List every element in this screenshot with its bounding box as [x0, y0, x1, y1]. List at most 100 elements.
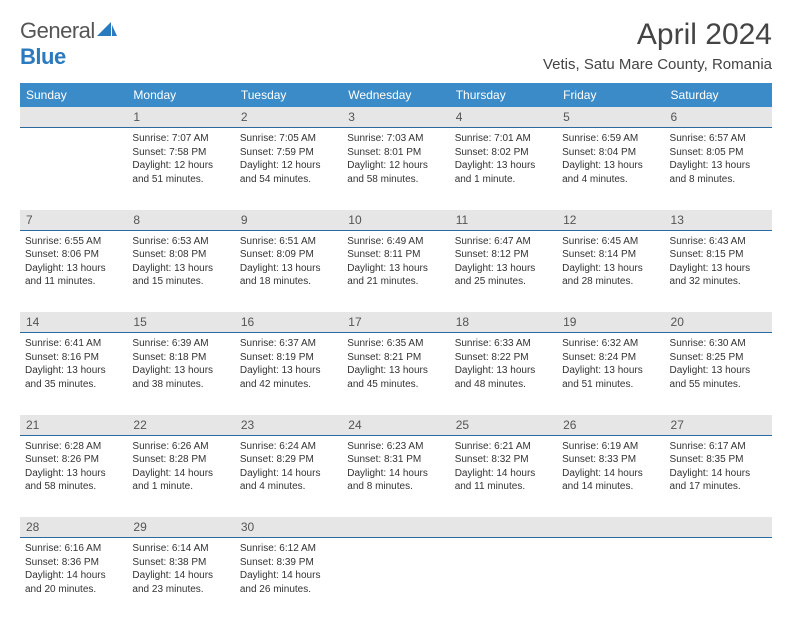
sunrise: Sunrise: 6:43 AM: [670, 235, 767, 249]
sunrise: Sunrise: 6:35 AM: [347, 337, 444, 351]
day-number: 3: [342, 107, 449, 128]
sunset: Sunset: 8:11 PM: [347, 248, 444, 262]
day-number: 26: [557, 415, 664, 436]
daylight: Daylight: 13 hours and 51 minutes.: [562, 364, 659, 391]
day-number: 13: [665, 210, 772, 231]
day-cell: Sunrise: 6:39 AMSunset: 8:18 PMDaylight:…: [127, 333, 234, 415]
sunrise: Sunrise: 6:17 AM: [670, 440, 767, 454]
daylight: Daylight: 14 hours and 1 minute.: [132, 467, 229, 494]
sunset: Sunset: 8:05 PM: [670, 146, 767, 160]
day-number: 6: [665, 107, 772, 128]
day-number: 25: [450, 415, 557, 436]
day-number: 19: [557, 312, 664, 333]
daylight: Daylight: 14 hours and 4 minutes.: [240, 467, 337, 494]
day-cell: [450, 538, 557, 620]
daylight: Daylight: 13 hours and 8 minutes.: [670, 159, 767, 186]
header: General Blue April 2024 Vetis, Satu Mare…: [20, 18, 772, 73]
day-number: 17: [342, 312, 449, 333]
daylight: Daylight: 14 hours and 8 minutes.: [347, 467, 444, 494]
daylight: Daylight: 13 hours and 1 minute.: [455, 159, 552, 186]
daylight: Daylight: 13 hours and 48 minutes.: [455, 364, 552, 391]
sunset: Sunset: 8:19 PM: [240, 351, 337, 365]
day-cell: Sunrise: 6:57 AMSunset: 8:05 PMDaylight:…: [665, 128, 772, 210]
day-cell: Sunrise: 6:19 AMSunset: 8:33 PMDaylight:…: [557, 435, 664, 517]
daylight: Daylight: 13 hours and 35 minutes.: [25, 364, 122, 391]
day-cell: Sunrise: 6:33 AMSunset: 8:22 PMDaylight:…: [450, 333, 557, 415]
daylight: Daylight: 13 hours and 32 minutes.: [670, 262, 767, 289]
day-cell: Sunrise: 7:07 AMSunset: 7:58 PMDaylight:…: [127, 128, 234, 210]
sunrise: Sunrise: 6:19 AM: [562, 440, 659, 454]
day-cell: Sunrise: 6:55 AMSunset: 8:06 PMDaylight:…: [20, 230, 127, 312]
sunrise: Sunrise: 6:59 AM: [562, 132, 659, 146]
sunset: Sunset: 8:01 PM: [347, 146, 444, 160]
logo-word1: General: [20, 18, 95, 43]
daynum-row: 282930: [20, 517, 772, 538]
sunrise: Sunrise: 6:53 AM: [132, 235, 229, 249]
daylight: Daylight: 14 hours and 20 minutes.: [25, 569, 122, 596]
daylight: Daylight: 13 hours and 15 minutes.: [132, 262, 229, 289]
sunrise: Sunrise: 6:47 AM: [455, 235, 552, 249]
day-cell: Sunrise: 6:17 AMSunset: 8:35 PMDaylight:…: [665, 435, 772, 517]
calendar-table: Sunday Monday Tuesday Wednesday Thursday…: [20, 83, 772, 620]
logo-text: General Blue: [20, 18, 117, 70]
day-number: 20: [665, 312, 772, 333]
day-cell: Sunrise: 6:59 AMSunset: 8:04 PMDaylight:…: [557, 128, 664, 210]
day-number: 5: [557, 107, 664, 128]
week-row: Sunrise: 6:55 AMSunset: 8:06 PMDaylight:…: [20, 230, 772, 312]
daynum-row: 123456: [20, 107, 772, 128]
dow-sat: Saturday: [665, 83, 772, 107]
sunset: Sunset: 8:08 PM: [132, 248, 229, 262]
daylight: Daylight: 13 hours and 4 minutes.: [562, 159, 659, 186]
logo-word2: Blue: [20, 44, 66, 69]
sail-icon: [97, 18, 117, 44]
day-number: 10: [342, 210, 449, 231]
day-cell: Sunrise: 6:21 AMSunset: 8:32 PMDaylight:…: [450, 435, 557, 517]
dow-wed: Wednesday: [342, 83, 449, 107]
sunset: Sunset: 8:06 PM: [25, 248, 122, 262]
daylight: Daylight: 14 hours and 26 minutes.: [240, 569, 337, 596]
sunrise: Sunrise: 6:21 AM: [455, 440, 552, 454]
daylight: Daylight: 13 hours and 45 minutes.: [347, 364, 444, 391]
dow-tue: Tuesday: [235, 83, 342, 107]
sunrise: Sunrise: 6:32 AM: [562, 337, 659, 351]
day-number: 29: [127, 517, 234, 538]
daylight: Daylight: 14 hours and 23 minutes.: [132, 569, 229, 596]
day-cell: Sunrise: 7:05 AMSunset: 7:59 PMDaylight:…: [235, 128, 342, 210]
sunset: Sunset: 8:31 PM: [347, 453, 444, 467]
day-number: 15: [127, 312, 234, 333]
sunrise: Sunrise: 7:05 AM: [240, 132, 337, 146]
sunrise: Sunrise: 6:26 AM: [132, 440, 229, 454]
sunset: Sunset: 8:18 PM: [132, 351, 229, 365]
week-row: Sunrise: 7:07 AMSunset: 7:58 PMDaylight:…: [20, 128, 772, 210]
title-block: April 2024 Vetis, Satu Mare County, Roma…: [543, 18, 772, 73]
sunset: Sunset: 8:25 PM: [670, 351, 767, 365]
sunrise: Sunrise: 6:57 AM: [670, 132, 767, 146]
day-cell: [20, 128, 127, 210]
sunset: Sunset: 8:24 PM: [562, 351, 659, 365]
sunset: Sunset: 8:21 PM: [347, 351, 444, 365]
sunset: Sunset: 8:32 PM: [455, 453, 552, 467]
day-number: 23: [235, 415, 342, 436]
day-cell: Sunrise: 6:41 AMSunset: 8:16 PMDaylight:…: [20, 333, 127, 415]
day-number: 27: [665, 415, 772, 436]
daylight: Daylight: 13 hours and 11 minutes.: [25, 262, 122, 289]
daylight: Daylight: 14 hours and 11 minutes.: [455, 467, 552, 494]
sunset: Sunset: 8:12 PM: [455, 248, 552, 262]
day-cell: Sunrise: 6:51 AMSunset: 8:09 PMDaylight:…: [235, 230, 342, 312]
daylight: Daylight: 14 hours and 17 minutes.: [670, 467, 767, 494]
daylight: Daylight: 13 hours and 28 minutes.: [562, 262, 659, 289]
sunrise: Sunrise: 6:12 AM: [240, 542, 337, 556]
daynum-row: 78910111213: [20, 210, 772, 231]
sunrise: Sunrise: 6:23 AM: [347, 440, 444, 454]
day-cell: [557, 538, 664, 620]
location: Vetis, Satu Mare County, Romania: [543, 56, 772, 73]
sunrise: Sunrise: 6:30 AM: [670, 337, 767, 351]
day-number: 24: [342, 415, 449, 436]
day-number: 1: [127, 107, 234, 128]
week-row: Sunrise: 6:41 AMSunset: 8:16 PMDaylight:…: [20, 333, 772, 415]
sunset: Sunset: 8:15 PM: [670, 248, 767, 262]
sunset: Sunset: 8:36 PM: [25, 556, 122, 570]
day-number: 16: [235, 312, 342, 333]
sunrise: Sunrise: 7:01 AM: [455, 132, 552, 146]
sunrise: Sunrise: 6:28 AM: [25, 440, 122, 454]
